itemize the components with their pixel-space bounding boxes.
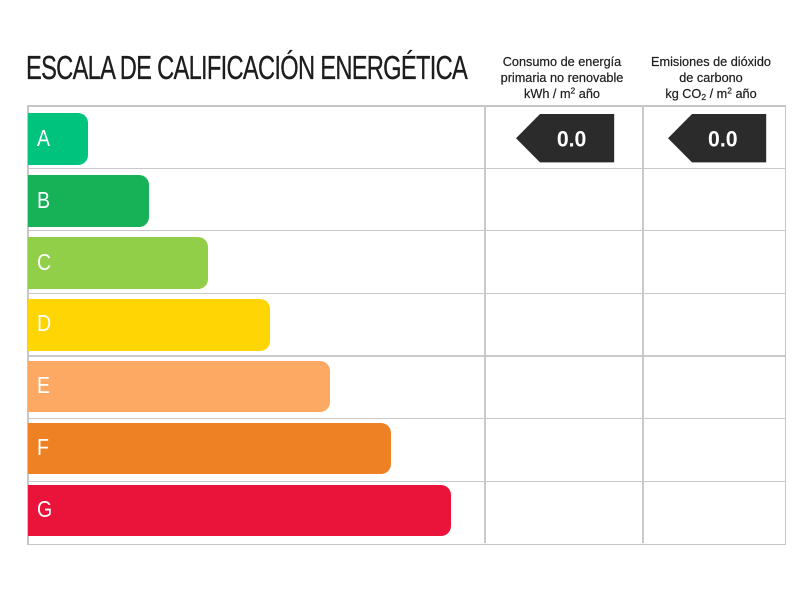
svg-text:0.0: 0.0	[557, 127, 587, 152]
svg-text:0.0: 0.0	[708, 127, 738, 152]
